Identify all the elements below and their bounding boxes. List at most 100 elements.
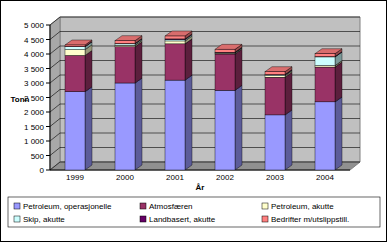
bar xyxy=(115,41,135,44)
tick-mark xyxy=(46,25,50,26)
y-axis-label: Tonn xyxy=(11,95,30,104)
tick-label: 1 500 xyxy=(24,123,45,132)
x-tick-label: 2004 xyxy=(316,173,334,182)
bar-side xyxy=(335,62,342,102)
tick-mark xyxy=(46,155,50,156)
bar-top xyxy=(65,40,92,45)
bar xyxy=(165,80,185,170)
bar xyxy=(165,40,185,41)
bar-side xyxy=(135,42,142,83)
bar xyxy=(65,45,85,46)
bar xyxy=(215,90,235,170)
legend-swatch xyxy=(140,216,146,222)
legend-label: Landbasert, akutte xyxy=(149,215,216,224)
grid-line xyxy=(50,90,360,98)
x-tick-label: 2002 xyxy=(216,173,234,182)
bar xyxy=(265,77,285,115)
bar-side xyxy=(285,72,292,115)
bar xyxy=(315,67,335,102)
bar xyxy=(65,47,85,50)
bar-side xyxy=(135,78,142,170)
grid-line xyxy=(50,17,360,25)
legend-label: Bedrifter m/utslippstill. xyxy=(271,215,349,224)
grid-line xyxy=(50,32,360,40)
tick-label: 3 000 xyxy=(24,79,45,88)
grid-line xyxy=(50,148,360,156)
tick-mark xyxy=(46,39,50,40)
bar xyxy=(65,46,85,47)
tick-label: 4 500 xyxy=(24,36,45,45)
bar xyxy=(165,44,185,80)
tick-mark xyxy=(46,112,50,113)
bar-side xyxy=(285,110,292,170)
x-tick-label: 2003 xyxy=(266,173,284,182)
bar-side xyxy=(235,85,242,170)
grid-line xyxy=(50,46,360,54)
bar-top xyxy=(215,44,242,49)
legend-label: Petroleum, operasjonelle xyxy=(23,202,112,211)
floor xyxy=(50,162,360,170)
grid-line xyxy=(50,119,360,127)
bar-top xyxy=(165,31,192,36)
bar-side xyxy=(235,49,242,90)
legend-label: Atmosfæren xyxy=(149,202,193,211)
bar xyxy=(315,54,335,57)
tick-label: 5 000 xyxy=(24,21,45,30)
bar-side xyxy=(185,75,192,170)
bar xyxy=(315,102,335,170)
legend-swatch xyxy=(14,216,20,222)
bar-top xyxy=(115,36,142,41)
bars xyxy=(65,31,342,170)
tick-label: 500 xyxy=(31,152,45,161)
x-axis xyxy=(50,170,350,171)
grid-line xyxy=(50,104,360,112)
tick-mark xyxy=(46,141,50,142)
bar-side xyxy=(85,50,92,91)
x-tick-label: 2000 xyxy=(116,173,134,182)
bar xyxy=(315,66,335,67)
bar xyxy=(115,47,135,83)
bar-top xyxy=(265,67,292,72)
bar xyxy=(215,53,235,55)
y-axis xyxy=(50,25,51,170)
legend-label: Skip, akutte xyxy=(23,215,65,224)
bar xyxy=(215,49,235,52)
bar xyxy=(65,92,85,170)
bar xyxy=(165,36,185,39)
bar xyxy=(265,115,285,170)
grid-line xyxy=(50,75,360,83)
legend-swatch xyxy=(14,203,20,209)
legend-label: Petroleum, akutte xyxy=(271,202,334,211)
bar-side xyxy=(85,87,92,170)
tick-label: 1 000 xyxy=(24,137,45,146)
chart: 05001 0001 5002 0002 5003 0003 5004 0004… xyxy=(0,0,387,242)
bar xyxy=(265,76,285,77)
tick-mark xyxy=(46,97,50,98)
legend-swatch xyxy=(140,203,146,209)
legend-swatch xyxy=(262,203,268,209)
grid-line xyxy=(50,162,360,170)
bar xyxy=(315,57,335,66)
chart-border xyxy=(1,1,387,242)
bar xyxy=(65,50,85,56)
legend-box xyxy=(8,197,380,227)
bar-side xyxy=(335,97,342,170)
bar xyxy=(215,54,235,90)
tick-label: 4 000 xyxy=(24,50,45,59)
tick-label: 3 500 xyxy=(24,65,45,74)
bar xyxy=(115,44,135,45)
bar-side xyxy=(185,39,192,80)
x-tick-label: 1999 xyxy=(66,173,84,182)
tick-mark xyxy=(46,54,50,55)
bar xyxy=(265,72,285,75)
bar-top xyxy=(315,49,342,54)
grid-line xyxy=(50,133,360,141)
grid-line xyxy=(50,61,360,69)
tick-mark xyxy=(46,83,50,84)
tick-label: 0 xyxy=(40,166,45,175)
legend-swatch xyxy=(262,216,268,222)
bar xyxy=(115,83,135,170)
tick-mark xyxy=(46,126,50,127)
tick-mark xyxy=(46,170,50,171)
bar xyxy=(115,45,135,46)
